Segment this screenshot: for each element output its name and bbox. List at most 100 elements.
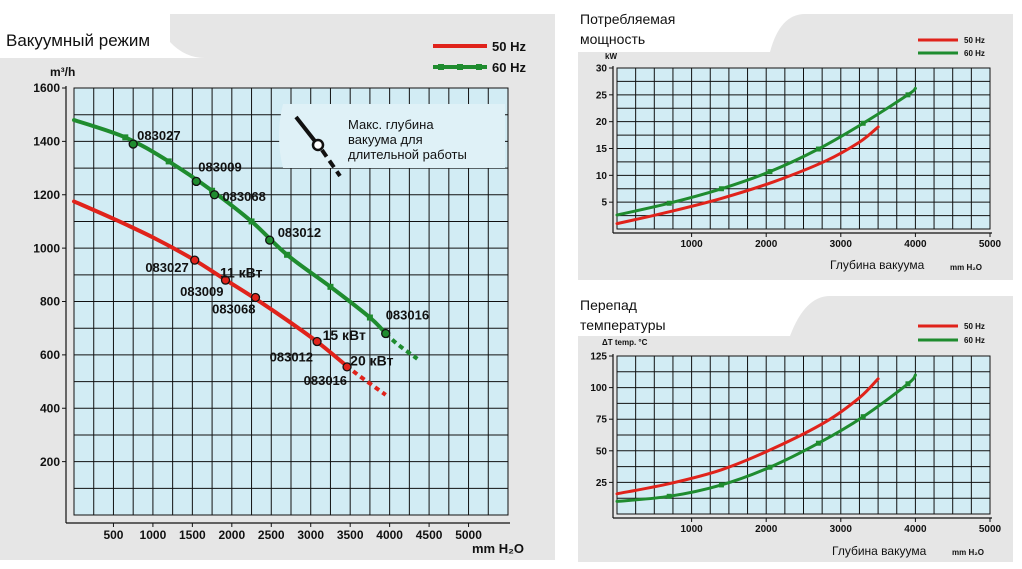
temp-title-line2: температуры bbox=[580, 317, 666, 333]
series-marker bbox=[666, 200, 672, 206]
y-tick-label: 1200 bbox=[33, 188, 60, 202]
y-tick-label: 30 bbox=[596, 64, 608, 75]
series-marker bbox=[905, 381, 911, 387]
series-marker bbox=[248, 218, 255, 225]
series-marker bbox=[860, 120, 866, 126]
power-xunit: mm H₂O bbox=[950, 263, 982, 272]
legend-60hz-marker bbox=[438, 64, 444, 70]
model-label: 083027 bbox=[137, 128, 180, 143]
temp-legend-60hz-label: 60 Hz bbox=[964, 336, 985, 345]
series-line-50hz bbox=[615, 377, 880, 496]
model-label: 083009 bbox=[198, 159, 241, 174]
y-tick-label: 75 bbox=[596, 415, 608, 426]
model-label: 083068 bbox=[212, 301, 255, 316]
x-tick-label: 4500 bbox=[416, 528, 443, 542]
x-tick-label: 2000 bbox=[755, 524, 778, 535]
y-tick-label: 15 bbox=[596, 144, 608, 155]
y-tick-label: 800 bbox=[40, 295, 60, 309]
y-tick-label: 1400 bbox=[33, 135, 60, 149]
model-label: 083012 bbox=[270, 350, 313, 365]
legend-60hz-marker bbox=[457, 64, 463, 70]
model-point bbox=[250, 292, 261, 303]
series-marker bbox=[718, 186, 724, 192]
y-tick-label: 200 bbox=[40, 455, 60, 469]
power-legend-50hz-label: 50 Hz bbox=[964, 36, 985, 45]
temp-ylabel: ΔT temp. °C bbox=[602, 338, 648, 347]
main-title-tab bbox=[0, 14, 205, 58]
model-point bbox=[209, 190, 220, 200]
power-rating-label: 15 кВт bbox=[323, 327, 366, 343]
x-tick-label: 2500 bbox=[258, 528, 285, 542]
x-tick-label: 1000 bbox=[140, 528, 167, 542]
y-tick-label: 125 bbox=[590, 352, 607, 363]
model-point bbox=[381, 328, 391, 339]
temp-legend-50hz-label: 50 Hz bbox=[964, 322, 985, 331]
max-depth-symbol-dash bbox=[320, 148, 342, 178]
temp-chart: 25 50 75 100 125 1000 2000 3000 4000 5000 bbox=[590, 352, 1001, 536]
model-label: 083016 bbox=[386, 308, 429, 323]
x-tick-label: 5000 bbox=[455, 528, 482, 542]
model-label: 083027 bbox=[145, 260, 188, 275]
x-tick-label: 4000 bbox=[904, 524, 927, 535]
y-tick-label: 25 bbox=[596, 90, 608, 101]
main-xlabel: mm H₂O bbox=[472, 541, 524, 556]
series-line-60hz bbox=[615, 86, 917, 217]
series-marker bbox=[366, 314, 373, 321]
annotation-text-line: Макс. глубина bbox=[348, 117, 434, 132]
series-marker bbox=[815, 146, 821, 152]
series-marker bbox=[209, 187, 216, 194]
series-marker bbox=[165, 158, 172, 165]
temp-xlabel: Глубина вакуума bbox=[832, 544, 927, 558]
y-tick-label: 1000 bbox=[33, 241, 60, 255]
model-label: 083009 bbox=[180, 284, 223, 299]
series-marker bbox=[327, 283, 334, 290]
max-depth-symbol-circle bbox=[311, 138, 325, 152]
y-tick-label: 100 bbox=[590, 383, 607, 394]
series-marker bbox=[905, 92, 911, 98]
annotation-box bbox=[279, 104, 505, 168]
power-title-line1: Потребляемая bbox=[580, 11, 675, 27]
temp-xunit: mm H₂O bbox=[952, 548, 984, 557]
x-tick-label: 3500 bbox=[337, 528, 364, 542]
x-tick-label: 2000 bbox=[755, 239, 778, 250]
model-point bbox=[342, 362, 352, 372]
series-marker bbox=[122, 134, 129, 141]
annotation-text-line: вакуума для bbox=[348, 132, 423, 147]
main-ylabel: m³/h bbox=[50, 65, 75, 79]
y-tick-label: 5 bbox=[601, 198, 607, 209]
power-ylabel: kW bbox=[605, 52, 617, 61]
power-chart: 5 10 15 20 25 30 1000 2000 3000 4000 5000 bbox=[596, 64, 1002, 251]
y-tick-label: 20 bbox=[596, 117, 608, 128]
x-tick-label: 4000 bbox=[376, 528, 403, 542]
model-point bbox=[265, 235, 275, 245]
temp-legend: 50 Hz 60 Hz bbox=[918, 322, 985, 345]
y-tick-label: 10 bbox=[596, 171, 608, 182]
power-title-line2: мощность bbox=[580, 31, 645, 47]
series-marker bbox=[860, 414, 866, 420]
y-tick-label: 600 bbox=[40, 348, 60, 362]
model-label: 083016 bbox=[304, 373, 347, 388]
series-line-50hz bbox=[615, 125, 880, 226]
x-tick-label: 3000 bbox=[297, 528, 324, 542]
power-legend-60hz-label: 60 Hz bbox=[964, 49, 985, 58]
legend-60hz-marker bbox=[476, 64, 482, 70]
x-tick-label: 500 bbox=[103, 528, 123, 542]
y-tick-label: 25 bbox=[596, 478, 608, 489]
series-marker bbox=[718, 482, 724, 488]
x-tick-label: 1500 bbox=[179, 528, 206, 542]
model-point bbox=[128, 139, 138, 149]
model-point bbox=[312, 336, 322, 347]
power-rating-label: 20 кВт bbox=[350, 353, 393, 369]
x-tick-label: 1000 bbox=[680, 239, 703, 250]
series-marker bbox=[284, 251, 291, 258]
x-tick-label: 5000 bbox=[979, 239, 1002, 250]
vacuum-chart: 200 400 600 800 1000 1200 1400 1600 500 1000 1500 2… bbox=[33, 81, 510, 542]
x-tick-label: 1000 bbox=[680, 524, 703, 535]
model-label: 083012 bbox=[278, 225, 321, 240]
series-marker bbox=[666, 493, 672, 499]
x-tick-label: 3000 bbox=[830, 239, 853, 250]
series-marker bbox=[815, 440, 821, 446]
series-marker bbox=[767, 464, 773, 470]
power-xlabel: Глубина вакуума bbox=[830, 258, 925, 272]
model-point bbox=[220, 275, 231, 285]
